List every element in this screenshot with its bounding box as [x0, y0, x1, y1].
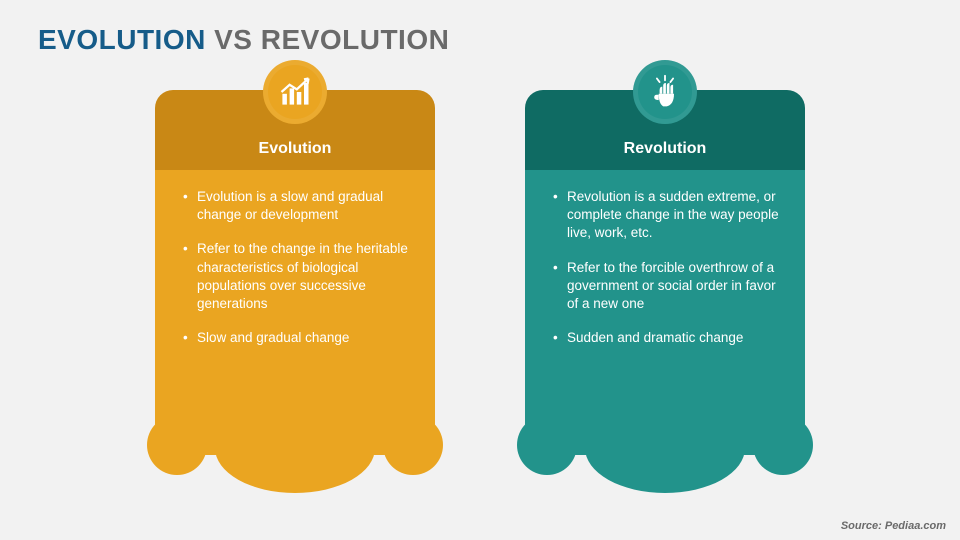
list-item: Refer to the change in the heritable cha…: [183, 240, 413, 313]
revolution-card-body: Revolution is a sudden extreme, or compl…: [525, 170, 805, 455]
revolution-icon-circle: [633, 60, 697, 124]
evolution-icon-circle: [263, 60, 327, 124]
title-mid: VS: [206, 24, 261, 55]
source-attribution: Source: Pediaa.com: [841, 520, 946, 532]
card-revolution: Revolution Revolution is a sudden extrem…: [525, 90, 805, 455]
list-item: Slow and gradual change: [183, 329, 413, 347]
list-item: Evolution is a slow and gradual change o…: [183, 188, 413, 224]
evolution-card-title: Evolution: [259, 140, 332, 158]
list-item: Revolution is a sudden extreme, or compl…: [553, 188, 783, 243]
list-item: Sudden and dramatic change: [553, 329, 783, 347]
revolution-bullets: Revolution is a sudden extreme, or compl…: [553, 188, 783, 348]
raised-fist-icon: [647, 74, 683, 110]
revolution-card-title: Revolution: [624, 140, 707, 158]
title-suffix: REVOLUTION: [261, 24, 450, 55]
page-title: EVOLUTION VS REVOLUTION: [38, 24, 449, 56]
list-item: Refer to the forcible overthrow of a gov…: [553, 259, 783, 314]
growth-chart-icon: [277, 74, 313, 110]
evolution-card-body: Evolution is a slow and gradual change o…: [155, 170, 435, 455]
card-evolution: Evolution Evolution is a slow and gradua…: [155, 90, 435, 455]
cards-container: Evolution Evolution is a slow and gradua…: [0, 90, 960, 455]
evolution-bullets: Evolution is a slow and gradual change o…: [183, 188, 413, 348]
title-prefix: EVOLUTION: [38, 24, 206, 55]
